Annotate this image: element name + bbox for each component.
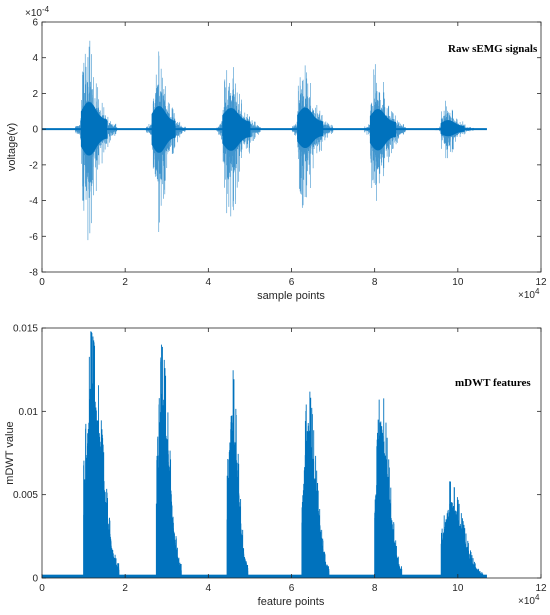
raw-x-tick-label: 10	[452, 277, 464, 288]
raw-y-axis-label: voltage(v)	[6, 123, 18, 171]
raw-y-exponent: ×10-4	[25, 5, 50, 19]
mdwt-y-axis-label: mDWT value	[4, 421, 16, 484]
raw-y-tick-label: -2	[29, 160, 38, 171]
raw-semg-subplot: 0 2 4 6 8 10 12 6 4 2 0 -2 -4 -6 -8 ×10-4 ×104 sample…	[6, 5, 547, 302]
mdwt-x-tick-label: 6	[289, 583, 295, 594]
raw-x-tick-label: 2	[122, 277, 128, 288]
mdwt-burst-body-4	[301, 480, 329, 578]
raw-y-tick-label: 4	[32, 53, 38, 64]
raw-x-exponent: ×104	[518, 287, 540, 301]
raw-burst-core-6	[440, 120, 465, 137]
raw-y-tick-label: 2	[32, 89, 38, 100]
raw-burst-core-1	[80, 102, 108, 156]
mdwt-y-ticks: 0.015 0.01 0.005 0	[13, 324, 541, 585]
raw-x-tick-label: 8	[372, 277, 378, 288]
mdwt-x-tick-label: 2	[122, 583, 128, 594]
mdwt-burst-body-3	[227, 469, 248, 578]
mdwt-x-ticks: 0 2 4 6 8 10 12	[39, 328, 547, 594]
mdwt-y-tick-label: 0.005	[13, 490, 38, 501]
mdwt-annotation: mDWT features	[455, 377, 531, 389]
mdwt-x-tick-label: 8	[372, 583, 378, 594]
raw-x-tick-label: 4	[206, 277, 212, 288]
mdwt-y-tick-label: 0.01	[19, 407, 39, 418]
mdwt-subplot: 0 2 4 6 8 10 12 0.015 0.01 0.005 0 ×104 feature p…	[4, 324, 547, 609]
raw-x-tick-label: 12	[535, 277, 547, 288]
raw-burst-core-4	[297, 107, 324, 148]
raw-x-ticks: 0 2 4 6 8 10 12	[39, 22, 547, 288]
mdwt-y-tick-label: 0.015	[13, 324, 38, 335]
mdwt-x-tick-label: 10	[452, 583, 464, 594]
raw-x-tick-label: 6	[289, 277, 295, 288]
mdwt-x-tick-label: 4	[206, 583, 212, 594]
raw-burst-core-3	[222, 108, 251, 151]
raw-semg-signal-series	[42, 40, 487, 241]
mdwt-x-tick-label: 0	[39, 583, 45, 594]
mdwt-burst-body-2	[156, 461, 182, 578]
raw-y-ticks: 6 4 2 0 -2 -4 -6 -8	[29, 18, 541, 279]
mdwt-x-exponent: ×104	[518, 593, 540, 607]
raw-x-axis-label: sample points	[257, 290, 325, 302]
mdwt-baseline	[42, 574, 487, 578]
raw-y-tick-label: 0	[32, 125, 38, 136]
raw-burst-core-2	[151, 106, 176, 153]
mdwt-x-axis-label: feature points	[258, 596, 325, 608]
raw-y-tick-label: -8	[29, 268, 38, 279]
raw-y-tick-label: 6	[32, 18, 38, 29]
raw-annotation: Raw sEMG signals	[448, 43, 538, 55]
mdwt-burst-body-6	[441, 529, 483, 578]
raw-x-tick-label: 0	[39, 277, 45, 288]
raw-y-tick-label: -4	[29, 196, 38, 207]
raw-plot-background	[42, 22, 541, 272]
mdwt-feature-series	[42, 331, 487, 578]
raw-y-tick-label: -6	[29, 232, 38, 243]
raw-burst-core-5	[369, 109, 397, 151]
mdwt-x-tick-label: 12	[535, 583, 547, 594]
mdwt-y-tick-label: 0	[32, 574, 38, 585]
mdwt-burst-body-1	[83, 454, 119, 578]
mdwt-burst-body-5	[374, 479, 402, 578]
